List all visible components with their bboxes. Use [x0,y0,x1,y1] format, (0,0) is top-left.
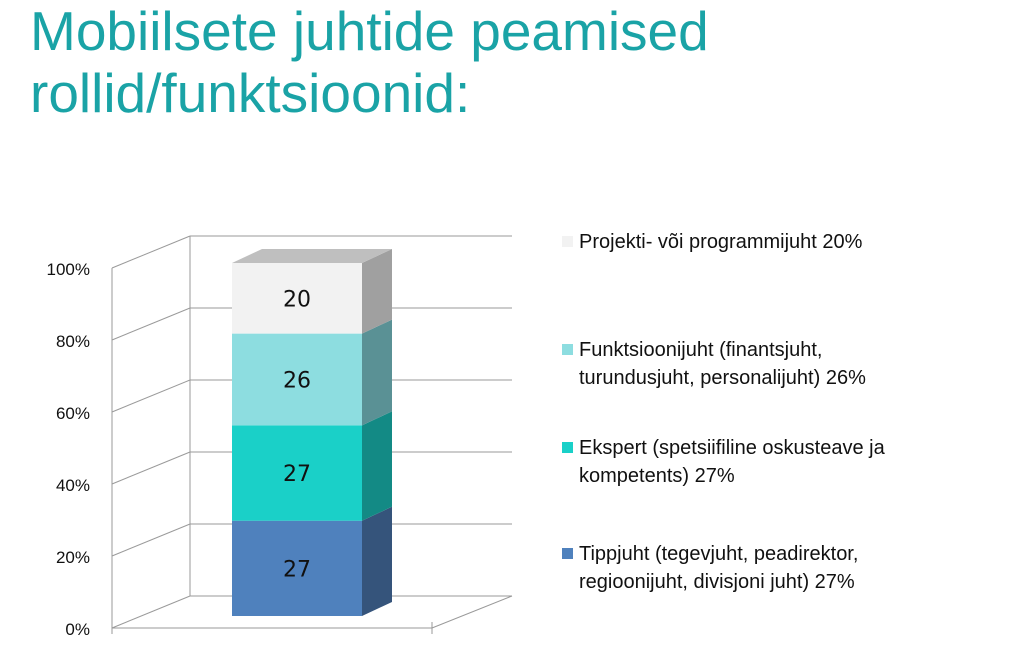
bar-segment-side [362,319,392,426]
legend-swatch [562,344,573,355]
legend-item: Ekspert (spetsiifiline oskusteave ja komp… [562,434,885,490]
side-wall-gridline [111,523,191,557]
legend-label: Ekspert (spetsiifiline oskusteave ja komp… [579,437,885,487]
page-title: Mobiilsete juhtide peamised rollid/funkt… [30,0,990,124]
bar-top-face [232,249,392,263]
y-tick-label: 80% [56,332,90,351]
bar-data-label: 26 [283,368,311,393]
bar-data-label: 27 [283,557,311,582]
bar-segment-side [362,249,392,334]
bar-segment-front [232,425,362,521]
side-wall-gridline [111,379,191,413]
title-line-2: rollid/funktsioonid: [30,62,471,124]
y-tick-label: 60% [56,404,90,423]
bar-segment-side [362,506,392,616]
bar-segment-front [232,263,362,334]
legend-label: Projekti- või programmijuht 20% [579,231,863,253]
bar-segment-front [232,333,362,426]
legend-label: Tippjuht (tegevjuht, peadirektor, regioon… [579,543,859,593]
bar-data-label: 20 [283,287,311,312]
y-tick-label: 20% [56,548,90,567]
floor-right-edge [431,595,513,629]
legend-label: Funktsioonijuht (finantsjuht, turundusjuh… [579,339,866,389]
y-tick-label: 0% [65,620,90,639]
legend-swatch [562,442,573,453]
legend-swatch [562,236,573,247]
bar-segment-front [232,520,362,616]
legend-swatch [562,548,573,559]
side-wall-gridline [111,595,191,629]
legend-item: Funktsioonijuht (finantsjuht, turundusjuh… [562,336,866,392]
side-wall-gridline [111,307,191,341]
y-tick-label: 100% [47,260,90,279]
bar-data-label: 27 [283,462,311,487]
legend-item: Tippjuht (tegevjuht, peadirektor, regioon… [562,540,858,596]
title-line-1: Mobiilsete juhtide peamised [30,0,709,62]
bar-segment-side [362,411,392,521]
y-tick-label: 40% [56,476,90,495]
side-wall-gridline [111,451,191,485]
side-wall-gridline [111,235,191,269]
legend-item: Projekti- või programmijuht 20% [562,228,862,256]
